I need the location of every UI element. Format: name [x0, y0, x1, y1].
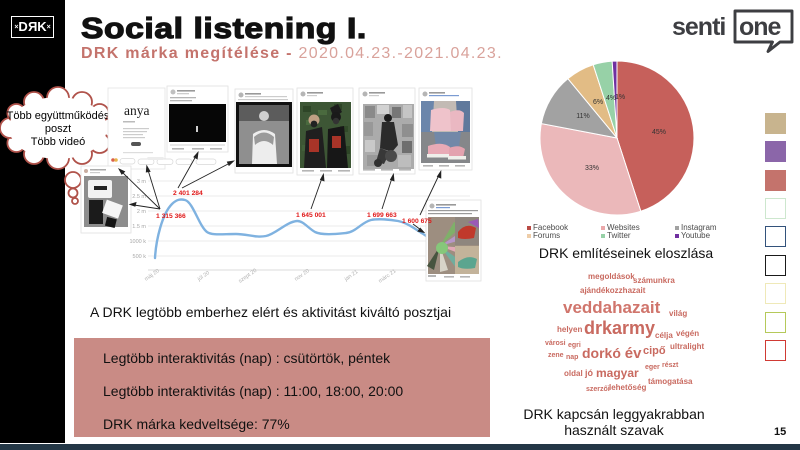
svg-text:2 401 284: 2 401 284: [173, 190, 203, 197]
svg-text:1 600 675: 1 600 675: [402, 218, 432, 225]
svg-text:1.5 m: 1.5 m: [132, 224, 146, 230]
svg-text:nov 20: nov 20: [294, 268, 311, 282]
svg-text:poszt: poszt: [45, 123, 71, 135]
svg-text:júl 20: júl 20: [196, 270, 211, 283]
svg-text:1 315 366: 1 315 366: [156, 213, 186, 220]
svg-text:1 699 663: 1 699 663: [367, 212, 397, 219]
svg-text:11%: 11%: [576, 113, 590, 120]
svg-text:one: one: [739, 13, 782, 41]
svg-text:senti: senti: [672, 13, 725, 41]
svg-text:2.5 m: 2.5 m: [132, 194, 146, 200]
svg-text:6%: 6%: [593, 99, 603, 106]
svg-text:500 k: 500 k: [133, 254, 147, 260]
svg-text:4%: 4%: [606, 95, 616, 102]
svg-text:máj 20: máj 20: [144, 268, 161, 282]
svg-text:márc 21: márc 21: [378, 268, 398, 284]
svg-text:jan 21: jan 21: [343, 269, 360, 283]
svg-text:2 m: 2 m: [137, 209, 147, 215]
svg-text:1000 k: 1000 k: [129, 239, 146, 245]
svg-text:1%: 1%: [615, 94, 625, 101]
svg-text:anya: anya: [124, 103, 149, 118]
svg-text:Több együttműködés: Több együttműködés: [7, 110, 110, 122]
svg-text:33%: 33%: [585, 165, 599, 172]
svg-text:Több videó: Több videó: [31, 136, 85, 148]
svg-text:3 m: 3 m: [137, 179, 147, 185]
svg-text:1 645 001: 1 645 001: [296, 212, 326, 219]
svg-text:45%: 45%: [652, 129, 666, 136]
